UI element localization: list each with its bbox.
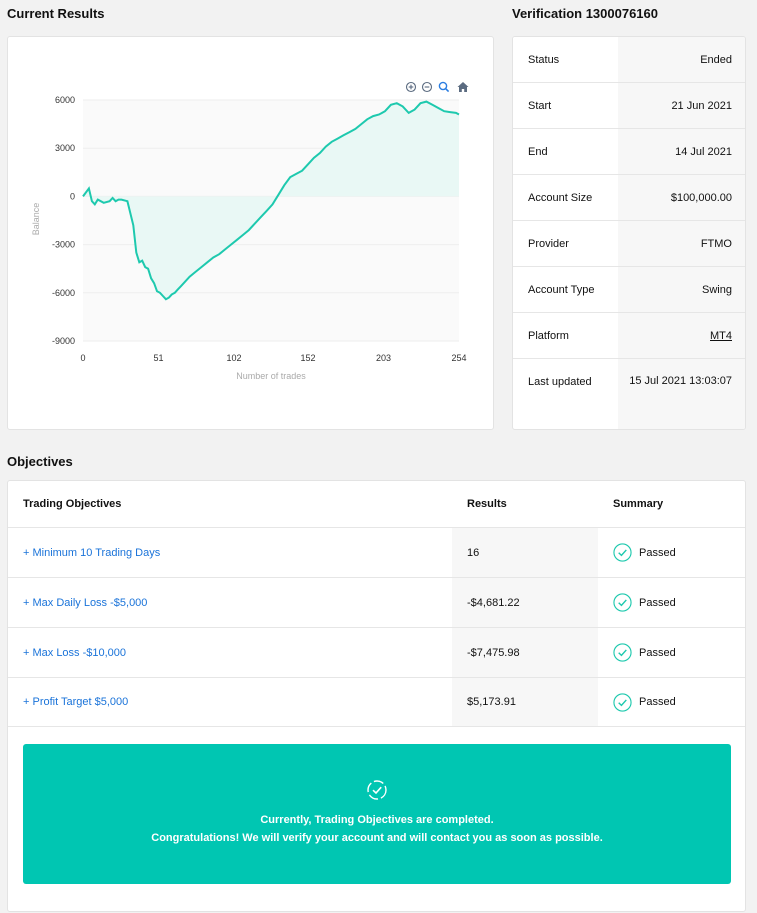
objective-summary: Passed (613, 678, 676, 726)
x-tick-label: 254 (451, 353, 466, 363)
x-tick-label: 152 (300, 353, 315, 363)
y-tick-label: -9000 (52, 336, 75, 346)
objective-max-loss-link[interactable]: + Max Loss -$10,000 (23, 646, 127, 659)
provider-label: Provider (513, 221, 618, 266)
x-tick-label: 203 (376, 353, 391, 363)
status-value: Ended (618, 37, 745, 82)
end-value: 14 Jul 2021 (618, 129, 745, 174)
objective-result: 16 (452, 528, 598, 577)
objective-profit-target-link[interactable]: + Profit Target $5,000 (23, 696, 129, 708)
start-value: 21 Jun 2021 (618, 83, 745, 128)
x-tick-label: 102 (226, 353, 241, 363)
objective-row: + Max Loss -$10,000 -$7,475.98 Passed (8, 627, 745, 677)
check-circle-icon (613, 543, 632, 562)
home-icon[interactable] (457, 82, 469, 92)
provider-value: FTMO (618, 221, 745, 266)
check-badge-icon (367, 780, 387, 800)
y-tick-label: 3000 (55, 143, 75, 153)
zoom-in-icon[interactable] (405, 81, 417, 93)
verification-row-end: End 14 Jul 2021 (513, 129, 745, 175)
balance-chart-card: 0 51 102 152 203 254 6000 3000 0 -3000 -6000 -9000… (7, 36, 494, 430)
objective-row: + Minimum 10 Trading Days 16 Passed (8, 527, 745, 577)
completion-banner: Currently, Trading Objectives are comple… (23, 744, 731, 884)
current-results-title: Current Results (7, 6, 105, 21)
start-label: Start (513, 83, 618, 128)
x-axis-label: Number of trades (236, 371, 306, 381)
zoom-out-icon[interactable] (421, 81, 433, 93)
platform-label: Platform (513, 313, 618, 358)
y-tick-label: -6000 (52, 288, 75, 298)
y-axis-label: Balance (31, 203, 41, 236)
verification-row-start: Start 21 Jun 2021 (513, 83, 745, 129)
y-tick-label: 6000 (55, 95, 75, 105)
balance-line (82, 100, 460, 301)
platform-value: MT4 (618, 313, 745, 358)
verification-row-account-type: Account Type Swing (513, 267, 745, 313)
banner-message-line2: Congratulations! We will verify your acc… (151, 832, 603, 844)
banner-message-line1: Currently, Trading Objectives are comple… (260, 814, 494, 826)
objective-summary: Passed (613, 628, 676, 677)
objective-max-daily-loss-link[interactable]: + Max Daily Loss -$5,000 (23, 596, 148, 609)
check-circle-icon (613, 692, 632, 712)
verification-row-account-size: Account Size $100,000.00 (513, 175, 745, 221)
objective-result: -$7,475.98 (452, 628, 598, 677)
objective-min-trading-days-link[interactable]: + Minimum 10 Trading Days (23, 546, 161, 559)
account-type-label: Account Type (513, 267, 618, 312)
summary-status: Passed (639, 596, 676, 609)
verification-row-status: Status Ended (513, 37, 745, 83)
header-results: Results (467, 498, 507, 510)
check-circle-icon (613, 643, 632, 662)
header-trading-objectives: Trading Objectives (23, 498, 122, 510)
objective-row: + Profit Target $5,000 $5,173.91 Passed (8, 677, 745, 727)
last-updated-value: 15 Jul 2021 13:03:07 (618, 359, 745, 429)
verification-row-last-updated: Last updated 15 Jul 2021 13:03:07 (513, 359, 745, 429)
verification-details: Status Ended Start 21 Jun 2021 End 14 Ju… (512, 36, 746, 430)
objective-result: -$4,681.22 (452, 578, 598, 627)
end-label: End (513, 129, 618, 174)
verification-row-provider: Provider FTMO (513, 221, 745, 267)
summary-status: Passed (639, 646, 676, 659)
y-tick-label: -3000 (52, 240, 75, 250)
account-size-label: Account Size (513, 175, 618, 220)
magnifier-icon[interactable] (438, 81, 450, 93)
summary-status: Passed (639, 696, 676, 708)
check-circle-icon (613, 593, 632, 612)
last-updated-label: Last updated (513, 359, 618, 405)
objective-summary: Passed (613, 528, 676, 577)
objectives-title: Objectives (7, 454, 73, 469)
objective-summary: Passed (613, 578, 676, 627)
header-summary: Summary (613, 498, 664, 510)
x-tick-label: 0 (80, 353, 85, 363)
balance-area (83, 101, 459, 300)
account-type-value: Swing (618, 267, 745, 312)
objective-result: $5,173.91 (452, 678, 598, 726)
verification-row-platform: Platform MT4 (513, 313, 745, 359)
objective-row: + Max Daily Loss -$5,000 -$4,681.22 Pass… (8, 577, 745, 627)
x-tick-label: 51 (153, 353, 163, 363)
platform-link[interactable]: MT4 (710, 329, 732, 342)
status-label: Status (513, 37, 618, 82)
verification-title: Verification 1300076160 (512, 6, 658, 21)
balance-chart: 0 51 102 152 203 254 6000 3000 0 -3000 -6000 -9000… (31, 81, 469, 381)
account-size-value: $100,000.00 (618, 175, 745, 220)
objectives-table: Trading Objectives Results Summary + Min… (7, 480, 746, 912)
summary-status: Passed (639, 546, 676, 559)
y-tick-label: 0 (70, 191, 75, 201)
